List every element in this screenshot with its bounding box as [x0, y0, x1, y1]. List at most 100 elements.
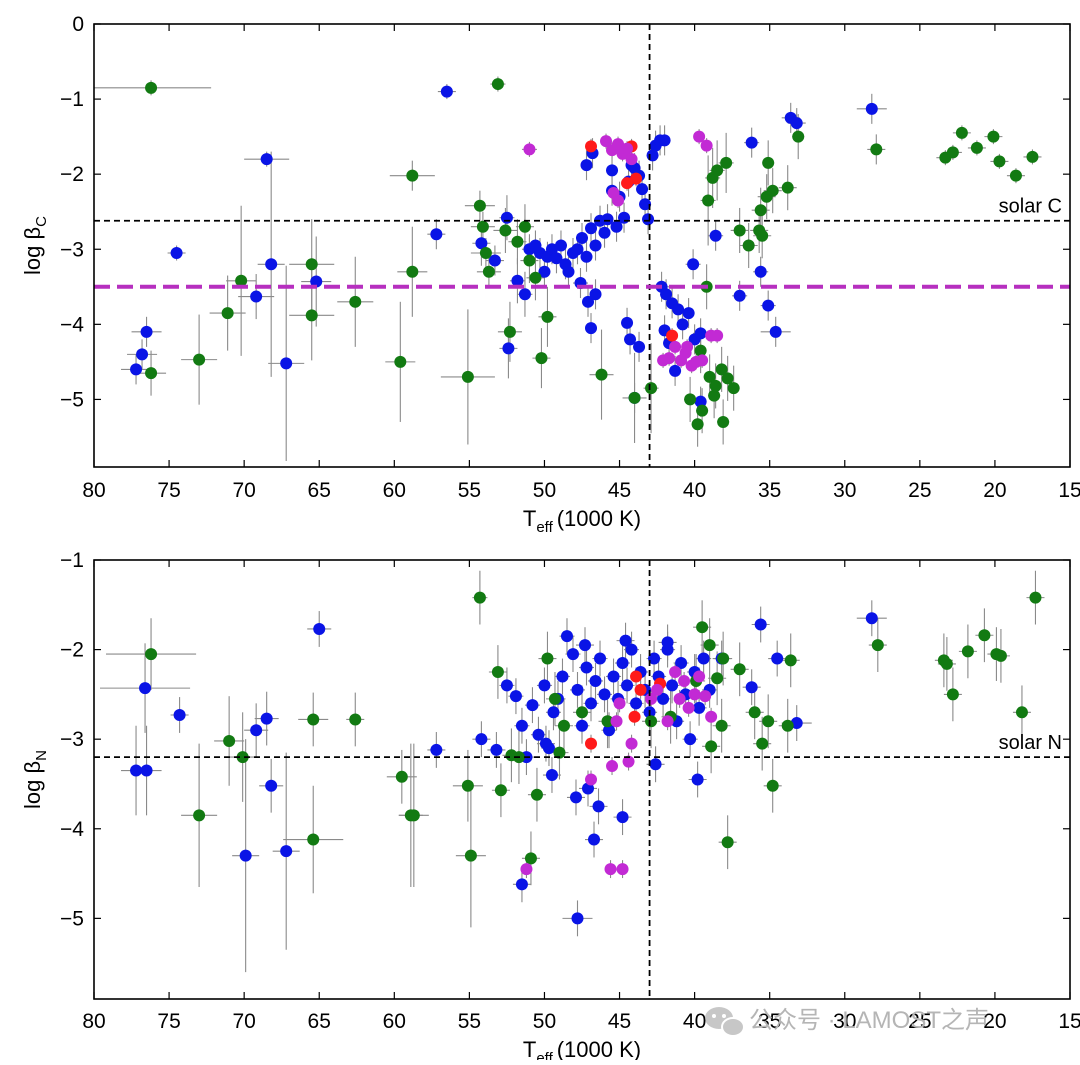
- x-tick-label: 20: [983, 479, 1006, 502]
- data-point: [771, 652, 784, 665]
- x-tick-label: 20: [983, 1010, 1006, 1033]
- data-point: [745, 681, 758, 694]
- data-point: [742, 239, 755, 252]
- data-point: [756, 737, 769, 750]
- data-point: [682, 701, 695, 714]
- data-point: [491, 78, 504, 91]
- data-point: [669, 364, 682, 377]
- x-tick-label: 50: [533, 1010, 556, 1033]
- data-point: [612, 194, 625, 207]
- data-point: [681, 340, 694, 353]
- data-point: [553, 746, 566, 759]
- data-point: [651, 683, 664, 696]
- data-point: [265, 779, 278, 792]
- data-point: [585, 222, 598, 235]
- y-tick-label: −3: [60, 238, 84, 261]
- data-point: [193, 353, 206, 366]
- data-point: [598, 226, 611, 239]
- data-point: [673, 692, 686, 705]
- wechat-icon: [705, 1007, 745, 1037]
- y-axis-title-main: log β: [20, 761, 45, 809]
- data-point: [476, 220, 489, 233]
- data-point: [580, 159, 593, 172]
- series-blue: [130, 612, 878, 925]
- data-point: [499, 224, 512, 237]
- series-green: [145, 78, 1039, 431]
- data-point: [703, 370, 716, 383]
- data-point: [520, 863, 533, 876]
- data-point: [781, 181, 794, 194]
- data-point: [488, 254, 501, 267]
- x-tick-label: 30: [833, 1010, 856, 1033]
- x-tick-label: 40: [683, 1010, 706, 1033]
- data-point: [993, 155, 1006, 168]
- x-tick-label: 15: [1058, 1010, 1080, 1033]
- data-point: [961, 645, 974, 658]
- data-point: [606, 760, 619, 773]
- data-point: [987, 130, 1000, 143]
- data-point: [672, 303, 685, 316]
- data-point: [430, 228, 443, 241]
- data-point: [621, 142, 634, 155]
- data-point: [721, 836, 734, 849]
- data-point: [310, 275, 323, 288]
- x-axis-title-unit: (1000 K): [557, 1037, 641, 1060]
- data-point: [554, 239, 567, 252]
- x-tick-label: 35: [758, 479, 781, 502]
- panel-carbon: solar C 80 75 70 65 60 55 50 45 40 35 30 25 20 15 0 −1 −2…: [20, 13, 1080, 536]
- data-point: [694, 327, 707, 340]
- data-point: [684, 393, 697, 406]
- data-point: [762, 715, 775, 728]
- series-magenta: [520, 665, 718, 876]
- data-point: [865, 102, 878, 115]
- data-point: [661, 636, 674, 649]
- data-point: [545, 769, 558, 782]
- x-tick-label: 40: [683, 479, 706, 502]
- data-point: [145, 81, 158, 94]
- data-point: [705, 740, 718, 753]
- data-point: [550, 252, 563, 265]
- data-point: [630, 172, 643, 185]
- data-point: [494, 784, 507, 797]
- x-tick-label: 60: [383, 479, 406, 502]
- data-point: [657, 692, 670, 705]
- x-tick-label: 80: [82, 479, 105, 502]
- data-point: [675, 657, 688, 670]
- y-axis-title-sub: N: [33, 750, 50, 761]
- data-point: [610, 220, 623, 233]
- data-point: [717, 415, 730, 428]
- data-point: [541, 310, 554, 323]
- data-point: [630, 670, 643, 683]
- x-tick-label: 80: [82, 1010, 105, 1033]
- data-point: [645, 692, 658, 705]
- data-point: [715, 719, 728, 732]
- panel-nitrogen: solar N 80 75 70 65 60 55 50 45 40 35 30 25 20 15 −1 −2 −…: [20, 549, 1080, 1065]
- data-point: [636, 183, 649, 196]
- data-point: [733, 289, 746, 302]
- y-axis-title-sub: C: [33, 216, 50, 227]
- data-point: [645, 382, 658, 395]
- data-point: [603, 724, 616, 737]
- data-point: [532, 728, 545, 741]
- data-point: [1026, 150, 1039, 163]
- data-point: [430, 743, 443, 756]
- data-point: [697, 652, 710, 665]
- data-point: [239, 849, 252, 862]
- data-point: [280, 357, 293, 370]
- data-point: [566, 648, 579, 661]
- x-axis-title-unit: (1000 K): [557, 506, 641, 531]
- data-point: [688, 688, 701, 701]
- data-point: [870, 143, 883, 156]
- data-point: [693, 670, 706, 683]
- data-point: [595, 368, 608, 381]
- x-tick-label: 45: [608, 1010, 631, 1033]
- data-point: [700, 139, 713, 152]
- data-point: [606, 164, 619, 177]
- plot-frame: [93, 23, 1071, 468]
- data-point: [666, 679, 679, 692]
- data-point: [628, 710, 641, 723]
- data-point: [661, 715, 674, 728]
- data-point: [250, 290, 263, 303]
- data-point: [585, 140, 598, 153]
- data-point: [696, 354, 709, 367]
